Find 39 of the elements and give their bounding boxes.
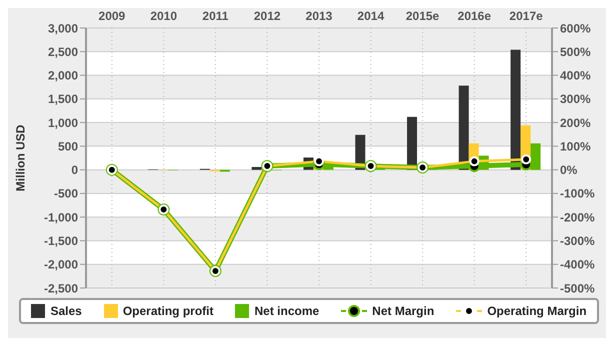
x-tick-label: 2013 bbox=[306, 9, 333, 23]
x-tick-label: 2009 bbox=[98, 9, 126, 23]
y-tick-label: 2,000 bbox=[48, 68, 78, 83]
y2-tick-label: 100% bbox=[560, 139, 592, 154]
y2-tick-label: -200% bbox=[560, 210, 596, 224]
legend-label: Net income bbox=[254, 304, 320, 318]
legend-label: Net Margin bbox=[372, 304, 434, 318]
y-tick-label: -2,500 bbox=[44, 281, 78, 296]
y-tick-label: -1,000 bbox=[44, 210, 78, 224]
legend-label: Operating Margin bbox=[487, 304, 587, 318]
y2-tick-label: 0% bbox=[560, 163, 578, 178]
y-tick-label: 1,000 bbox=[48, 116, 78, 130]
y-axis-title: Million USD bbox=[13, 124, 28, 192]
y-tick-label: 3,000 bbox=[48, 21, 78, 36]
x-tick-label: 2012 bbox=[254, 9, 281, 23]
y-tick-label: 0 bbox=[71, 163, 78, 178]
legend-label: Operating profit bbox=[122, 304, 214, 318]
y2-tick-label: -300% bbox=[560, 234, 596, 248]
x-tick-label: 2017e bbox=[509, 9, 544, 23]
y2-tick-label: 600% bbox=[560, 21, 592, 36]
y2-tick-label: 500% bbox=[560, 44, 592, 59]
y2-tick-label: 200% bbox=[560, 116, 592, 130]
x-tick-label: 2010 bbox=[150, 9, 178, 23]
y-tick-label: 500 bbox=[58, 139, 78, 154]
x-tick-label: 2016e bbox=[458, 9, 492, 23]
y2-tick-label: -500% bbox=[560, 281, 596, 296]
x-tick-label: 2011 bbox=[202, 9, 229, 23]
y-tick-label: -1,500 bbox=[44, 234, 78, 248]
y-tick-label: -2,000 bbox=[44, 258, 78, 272]
y2-tick-label: 300% bbox=[560, 92, 592, 106]
y2-tick-label: 400% bbox=[560, 68, 592, 83]
y-tick-label: 2,500 bbox=[48, 44, 78, 59]
x-tick-label: 2015e bbox=[406, 9, 440, 23]
x-tick-label: 2014 bbox=[357, 9, 384, 23]
y-tick-label: 1,500 bbox=[48, 92, 78, 106]
y2-tick-label: -100% bbox=[560, 186, 596, 201]
y2-tick-label: -400% bbox=[560, 258, 596, 272]
legend-label: Sales bbox=[50, 304, 82, 318]
y-tick-label: -500 bbox=[54, 186, 78, 201]
